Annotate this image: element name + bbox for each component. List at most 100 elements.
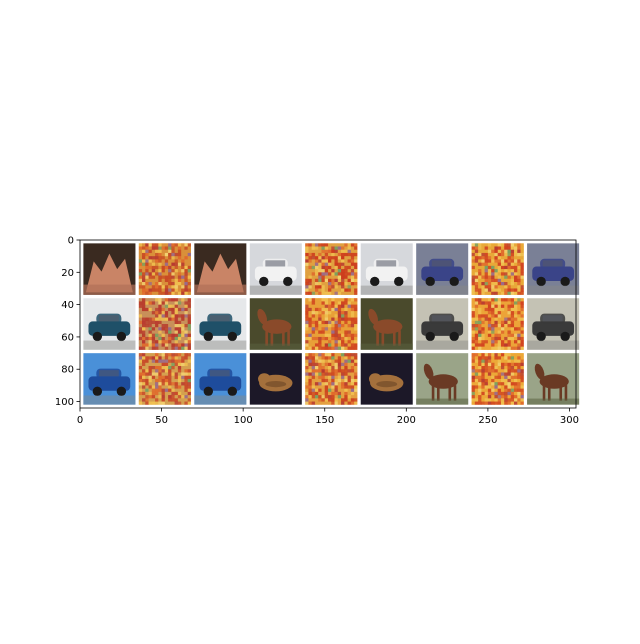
noise-pixel [184, 346, 188, 350]
noise-pixel [321, 333, 326, 338]
noise-pixel [177, 391, 182, 396]
noise-pixel [494, 265, 498, 270]
noise-pixel [504, 301, 508, 305]
noise-pixel [337, 346, 342, 350]
noise-pixel [500, 346, 505, 350]
noise-pixel [177, 353, 182, 357]
noise-pixel [168, 336, 172, 341]
noise-pixel [341, 362, 345, 367]
noise-pixel [308, 324, 312, 328]
noise-pixel [161, 301, 166, 305]
noise-pixel [181, 288, 185, 292]
noise-pixel [510, 340, 515, 344]
noise-pixel [494, 391, 498, 396]
noise-pixel [138, 246, 143, 250]
noise-pixel [187, 246, 191, 250]
noise-pixel [314, 330, 319, 334]
noise-pixel [484, 385, 489, 389]
noise-pixel [187, 285, 191, 289]
noise-pixel [151, 395, 156, 399]
noise-pixel [354, 336, 358, 341]
horse-neck [534, 363, 545, 380]
noise-pixel [347, 327, 352, 331]
noise-pixel [181, 375, 185, 380]
noise-pixel [328, 265, 332, 270]
noise-pixel [520, 343, 524, 347]
noise-pixel [510, 285, 515, 289]
noise-pixel [331, 333, 335, 338]
noise-pixel [504, 330, 508, 334]
noise-pixel [142, 301, 146, 305]
noise-pixel [337, 288, 342, 292]
noise-pixel [334, 391, 339, 396]
noise-pixel [305, 282, 309, 286]
noise-pixel [324, 256, 329, 260]
x-tick-label: 250 [478, 415, 497, 426]
noise-pixel [148, 359, 153, 364]
noise-pixel [314, 288, 319, 292]
noise-pixel [318, 262, 322, 267]
noise-pixel [321, 269, 326, 273]
noise-pixel [181, 282, 185, 286]
noise-pixel [337, 375, 342, 380]
noise-pixel [168, 356, 172, 360]
noise-pixel [158, 298, 162, 302]
noise-pixel [520, 285, 524, 289]
noise-pixel [337, 382, 342, 386]
noise-pixel [337, 395, 342, 399]
noise-pixel [510, 282, 515, 286]
noise-pixel [311, 278, 316, 283]
noise-pixel [311, 324, 316, 328]
noise-pixel [341, 327, 345, 331]
noise-pixel [158, 382, 162, 386]
noise-pixel [158, 333, 162, 338]
noise-pixel [504, 366, 508, 370]
noise-pixel [145, 401, 149, 405]
noise-pixel [305, 275, 309, 280]
noise-pixel [161, 375, 166, 380]
sculpture-shape [196, 253, 244, 293]
noise-pixel [341, 375, 345, 380]
noise-pixel [308, 278, 312, 283]
noise-pixel [324, 324, 329, 328]
noise-pixel [142, 385, 146, 389]
noise-pixel [308, 269, 312, 273]
noise-pixel [168, 391, 172, 396]
noise-pixel [354, 324, 358, 328]
noise-pixel [308, 388, 312, 393]
noise-pixel [177, 356, 182, 360]
noise-pixel [514, 282, 518, 286]
noise-pixel [350, 401, 355, 405]
noise-pixel [484, 272, 489, 276]
noise-pixel [471, 372, 476, 376]
noise-pixel [484, 327, 489, 331]
noise-pixel [321, 385, 326, 389]
noise-pixel [148, 269, 153, 273]
noise-pixel [517, 333, 521, 338]
noise-pixel [334, 246, 339, 250]
noise-pixel [314, 265, 319, 270]
noise-pixel [497, 356, 502, 360]
horse-leg [381, 330, 385, 346]
noise-pixel [161, 317, 166, 322]
noise-pixel [148, 391, 153, 396]
noise-pixel [324, 369, 329, 373]
noise-pixel [324, 378, 329, 383]
noise-pixel [142, 243, 146, 247]
noise-pixel [341, 398, 345, 402]
noise-pixel [507, 395, 512, 399]
noise-pixel [497, 324, 502, 328]
horse-neck [368, 308, 379, 325]
noise-pixel [305, 249, 309, 254]
noise-pixel [514, 343, 518, 347]
noise-pixel [337, 353, 342, 357]
noise-pixel [481, 382, 485, 386]
noise-pixel [318, 336, 322, 341]
noise-pixel [354, 320, 358, 325]
noise-pixel [145, 324, 149, 328]
noise-pixel [145, 340, 149, 344]
noise-pixel [145, 320, 149, 325]
noise-pixel [517, 307, 521, 312]
noise-pixel [148, 382, 153, 386]
noise-pixel [500, 398, 505, 402]
